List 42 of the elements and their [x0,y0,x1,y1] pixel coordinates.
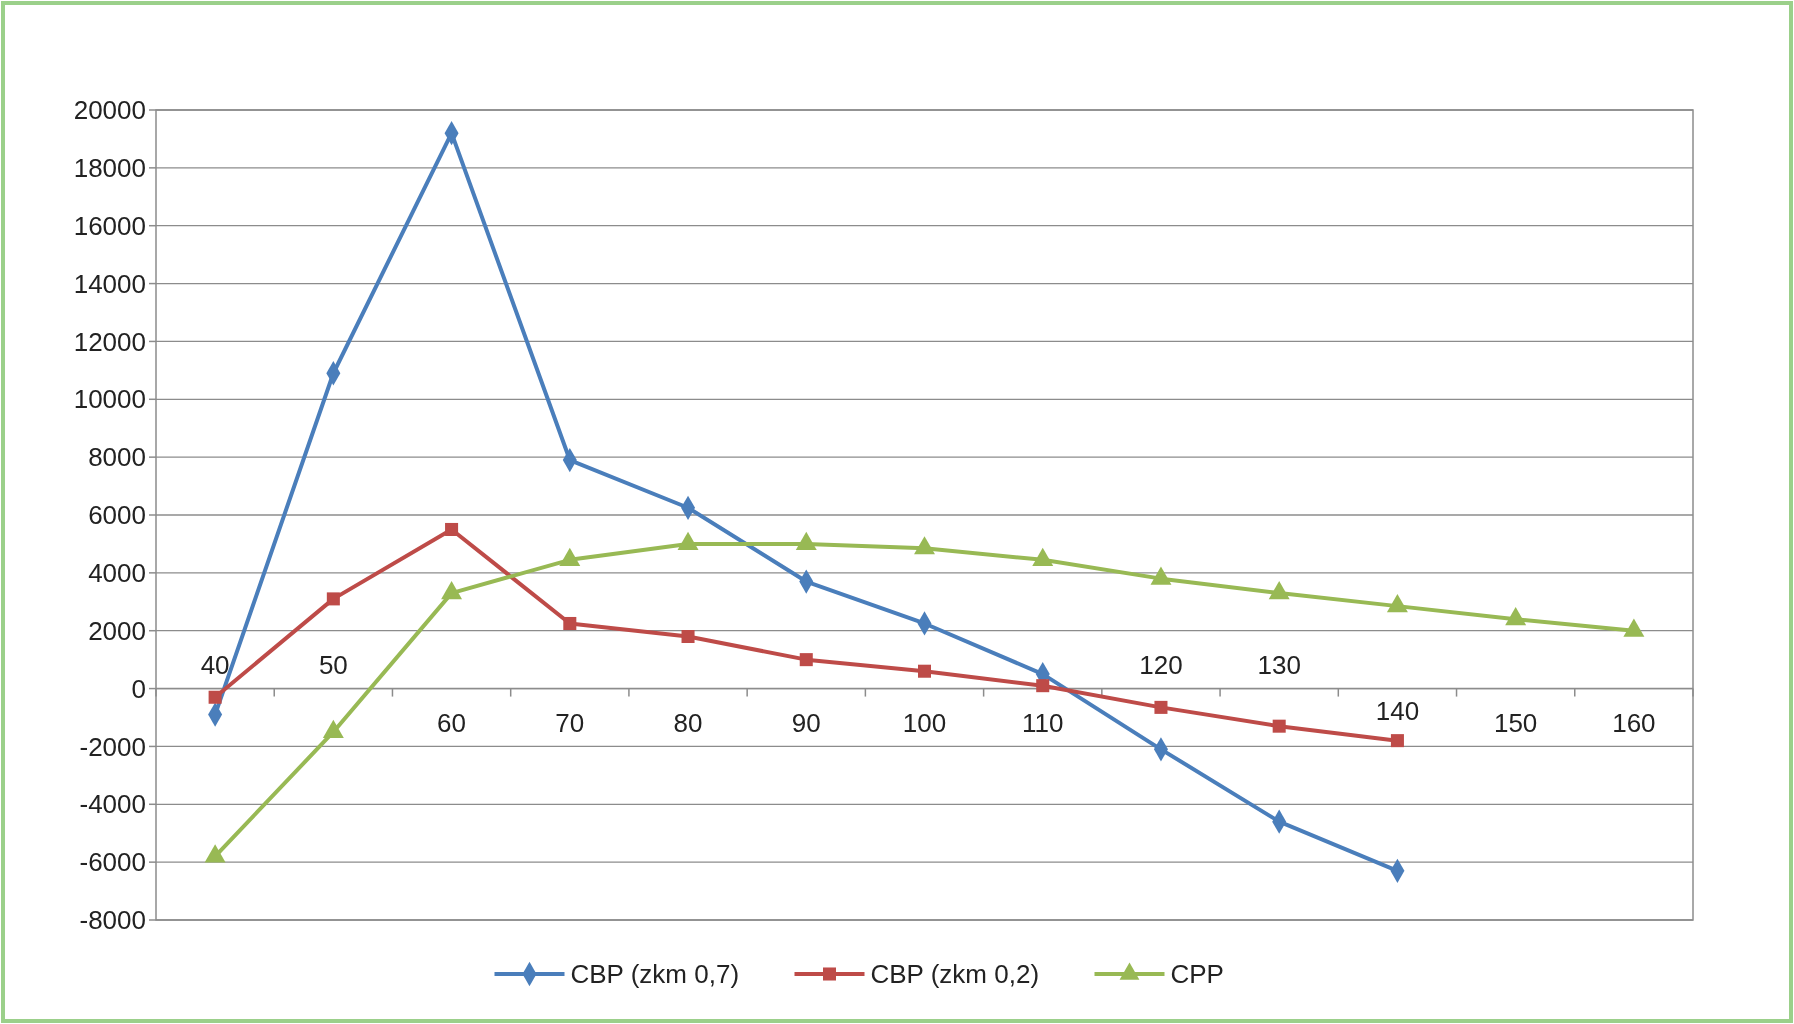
point [1272,719,1286,733]
point [1036,679,1050,693]
x-tick-label: 150 [1493,707,1538,738]
y-tick-label: -2000 [79,731,146,762]
legend-label: CBP (zkm 0,2) [870,959,1040,990]
y-tick-label: 6000 [88,500,146,531]
point [681,629,695,644]
x-tick-label: 50 [318,649,348,680]
y-tick-label: 18000 [73,152,146,183]
x-tick-label: 100 [902,707,947,738]
x-tick-label: 80 [673,707,703,738]
x-tick-label: 70 [555,707,585,738]
y-tick-label: -6000 [79,847,146,878]
y-tick-label: 10000 [73,384,146,415]
y-tick-label: 0 [131,673,146,704]
point [917,664,932,678]
x-tick-label: 140 [1375,695,1420,726]
x-tick-label: 120 [1139,649,1183,680]
x-tick-label: 110 [1022,707,1064,738]
point [445,522,459,536]
y-tick-label: 16000 [73,210,146,241]
point [208,690,222,704]
legend-label: CPP [1170,959,1224,990]
y-tick-label: 2000 [88,615,146,646]
x-tick-label: 60 [437,707,467,738]
y-tick-label: 20000 [73,95,146,126]
y-tick-label: 14000 [73,268,146,299]
x-tick-label: 130 [1257,649,1301,680]
point [1390,734,1404,748]
y-tick-label: 4000 [88,557,146,588]
y-tick-label: 12000 [73,326,146,357]
x-tick-label: 40 [200,649,230,680]
legend-label: CBP (zkm 0,7) [570,959,740,990]
point [563,616,577,630]
point [799,653,813,667]
point [326,592,340,606]
x-tick-label: 160 [1612,707,1656,738]
x-tick-label: 90 [791,707,821,738]
y-tick-label: -4000 [79,789,146,820]
y-tick-label: 8000 [88,442,146,473]
y-tick-label: -8000 [79,905,146,936]
point [1154,700,1168,714]
